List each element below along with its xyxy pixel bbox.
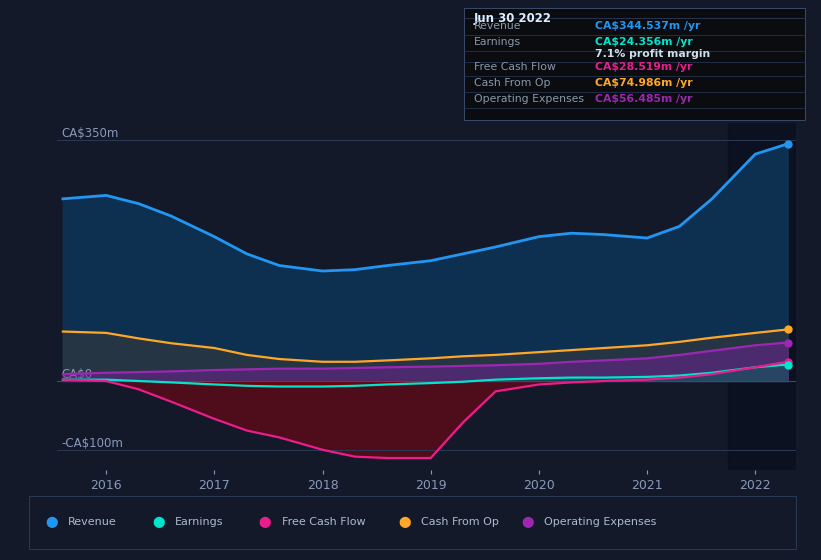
Text: Revenue: Revenue <box>68 517 117 527</box>
Text: ⬤: ⬤ <box>398 516 410 528</box>
Text: ⬤: ⬤ <box>259 516 271 528</box>
Text: -CA$100m: -CA$100m <box>62 437 123 450</box>
Text: CA$28.519m /yr: CA$28.519m /yr <box>595 62 693 72</box>
Text: CA$56.485m /yr: CA$56.485m /yr <box>595 95 693 105</box>
Text: Cash From Op: Cash From Op <box>421 517 499 527</box>
Text: Revenue: Revenue <box>474 21 521 31</box>
Text: 7.1% profit margin: 7.1% profit margin <box>595 49 710 59</box>
Text: Free Cash Flow: Free Cash Flow <box>282 517 365 527</box>
Text: CA$24.356m /yr: CA$24.356m /yr <box>595 38 693 47</box>
Text: Cash From Op: Cash From Op <box>474 78 550 88</box>
Text: Earnings: Earnings <box>175 517 223 527</box>
Bar <box>728 123 796 470</box>
Text: Operating Expenses: Operating Expenses <box>474 95 584 105</box>
Text: CA$0: CA$0 <box>62 368 92 381</box>
Text: CA$350m: CA$350m <box>62 127 118 141</box>
Text: Earnings: Earnings <box>474 38 521 47</box>
Text: CA$74.986m /yr: CA$74.986m /yr <box>595 78 693 88</box>
Text: ⬤: ⬤ <box>521 516 534 528</box>
Text: Operating Expenses: Operating Expenses <box>544 517 657 527</box>
Text: ⬤: ⬤ <box>152 516 164 528</box>
Text: Jun 30 2022: Jun 30 2022 <box>474 12 552 25</box>
Text: Free Cash Flow: Free Cash Flow <box>474 62 556 72</box>
Text: CA$344.537m /yr: CA$344.537m /yr <box>595 21 700 31</box>
Text: ⬤: ⬤ <box>45 516 57 528</box>
